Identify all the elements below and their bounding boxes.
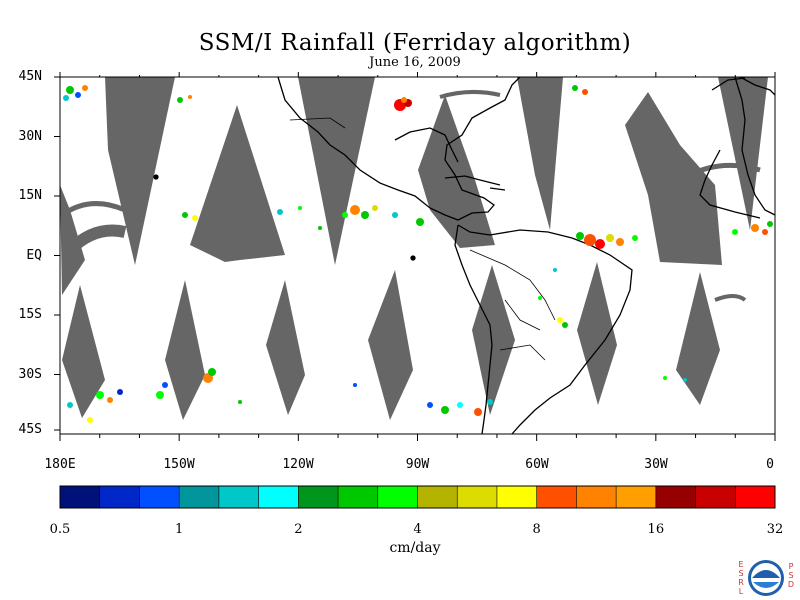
- coastline-africa: [711, 76, 776, 216]
- colorbar-tick-label: 1: [175, 522, 184, 537]
- rain-cluster: [538, 268, 568, 328]
- colorbar-swatch: [695, 486, 736, 508]
- swath-band: [517, 77, 563, 230]
- swath-band: [190, 105, 285, 262]
- longitude-label: 60W: [525, 457, 549, 472]
- country-borders: [289, 117, 556, 361]
- colorbar-swatch: [576, 486, 617, 508]
- swath-band: [165, 280, 205, 420]
- rain-cluster: [427, 399, 493, 416]
- swath-arc: [684, 162, 761, 180]
- longitude-label: 30W: [644, 457, 668, 472]
- colorbar-swatch: [655, 486, 697, 508]
- coastline-west-africa: [699, 149, 761, 219]
- latitude-label: 30N: [18, 128, 42, 144]
- latitude-label: 45N: [18, 69, 42, 84]
- longitude-label: 0: [766, 457, 774, 472]
- rain-cluster: [732, 221, 773, 235]
- rain-cluster: [67, 389, 123, 423]
- colorbar-swatch: [179, 486, 220, 508]
- colorbar-tick-label: 8: [532, 522, 541, 537]
- coastline-caribbean: [444, 175, 506, 191]
- colorbar-swatch: [377, 486, 418, 508]
- latitude-label: 15S: [18, 307, 42, 322]
- swath-band: [62, 285, 105, 418]
- colorbar-swatch: [536, 486, 577, 508]
- latitude-label: 30S: [18, 366, 42, 382]
- colorbar-swatch: [60, 486, 101, 508]
- swath-band: [298, 77, 375, 265]
- colorbar: [59, 485, 776, 509]
- rain-cluster: [63, 85, 88, 101]
- swath-arc: [60, 201, 126, 218]
- colorbar-units: cm/day: [389, 540, 441, 556]
- swath-band: [266, 280, 305, 415]
- colorbar-swatch: [338, 486, 379, 508]
- rain-cluster: [576, 232, 638, 249]
- map-date: June 16, 2009: [369, 55, 461, 70]
- longitude-label: 90W: [405, 457, 430, 472]
- swath-band: [105, 77, 175, 265]
- swath-band: [418, 95, 495, 248]
- longitude-label: 120W: [282, 457, 314, 472]
- colorbar-swatch: [99, 486, 140, 508]
- rain-cluster: [394, 97, 412, 111]
- coastline-europe: [739, 76, 776, 96]
- coastline-gulf: [394, 127, 459, 163]
- rain-cluster: [156, 368, 216, 399]
- axis-ticks: [54, 72, 776, 441]
- colorbar-swatch: [218, 486, 260, 508]
- colorbar-swatch: [417, 486, 458, 508]
- swath-band: [676, 272, 720, 405]
- rain-cluster: [238, 376, 687, 404]
- swath-band: [625, 92, 722, 265]
- rain-cluster: [342, 205, 424, 226]
- coastline-south-america: [454, 224, 633, 435]
- colorbar-tick-label: 32: [766, 522, 784, 537]
- latitude-label: 45S: [18, 422, 42, 437]
- colorbar-tick-label: 4: [413, 522, 422, 537]
- colorbar-swatch: [496, 486, 538, 508]
- rain-cluster: [177, 85, 588, 103]
- precipitation-field: [63, 85, 773, 423]
- swath-band: [368, 270, 413, 420]
- colorbar-swatch: [735, 486, 776, 508]
- swath-arc: [714, 294, 747, 302]
- longitude-label: 150W: [163, 457, 195, 472]
- swath-arc: [439, 90, 501, 99]
- colorbar-swatch: [139, 486, 180, 508]
- latitude-label: EQ: [26, 247, 42, 263]
- rain-cluster: [182, 206, 322, 230]
- colorbar-swatch: [616, 486, 657, 508]
- colorbar-swatch: [457, 486, 498, 508]
- longitude-label: 180E: [44, 457, 76, 472]
- colorbar-tick-label: 16: [647, 522, 665, 537]
- latitude-label: 15N: [18, 188, 42, 203]
- swath-band: [577, 262, 617, 405]
- coastlines: [153, 76, 776, 435]
- swath-band: [472, 265, 515, 415]
- swath-arc: [65, 224, 127, 255]
- map-title: SSM/I Rainfall (Ferriday algorithm): [198, 30, 632, 56]
- colorbar-tick-label: 0.5: [49, 522, 71, 537]
- coastline-north-america: [277, 76, 521, 221]
- colorbar-swatch: [258, 486, 299, 508]
- colorbar-swatch: [298, 486, 339, 508]
- colorbar-tick-label: 2: [294, 522, 303, 537]
